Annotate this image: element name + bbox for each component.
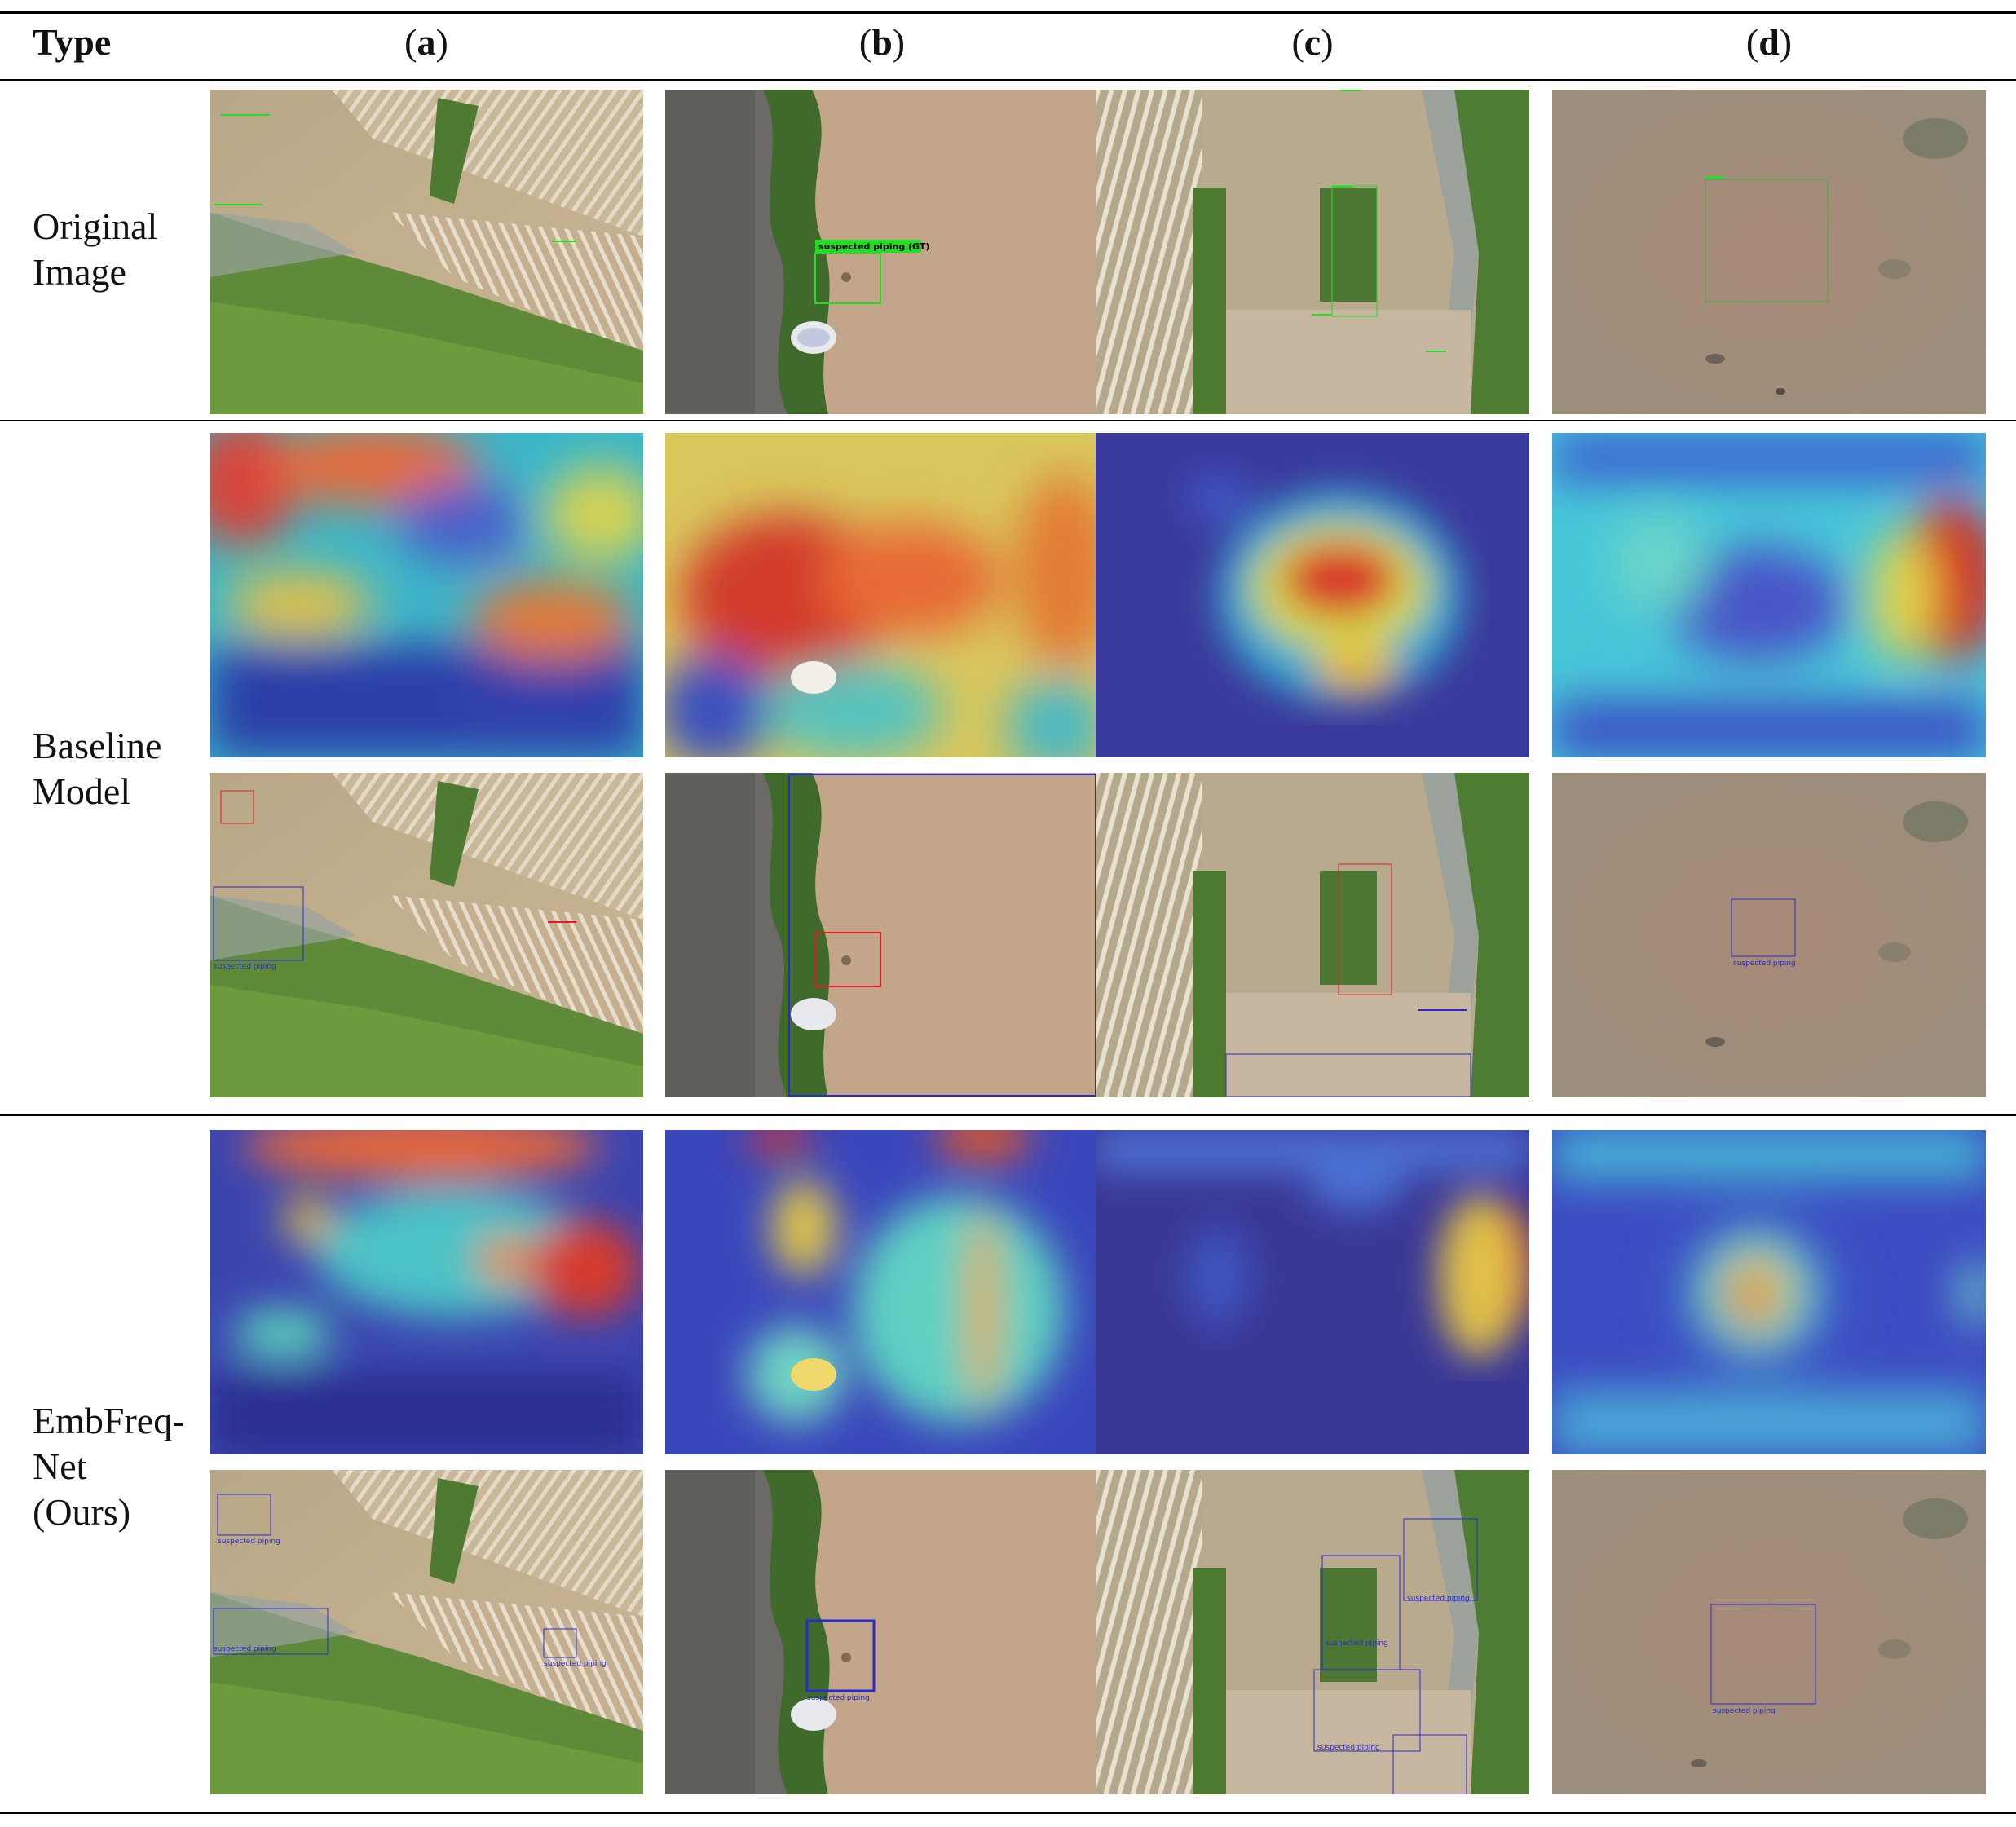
svg-text:suspected piping: suspected piping xyxy=(1733,960,1796,968)
ours-heatmap-d xyxy=(1552,1130,1986,1454)
header-col-d: (d) xyxy=(1745,21,1793,63)
baseline-heatmap-b xyxy=(665,433,1099,757)
table-bottom-rule xyxy=(0,1812,2016,1814)
ours-detection-c: suspected piping suspected piping suspec… xyxy=(1096,1470,1529,1794)
svg-text:suspected piping: suspected piping xyxy=(1407,1595,1470,1603)
original-image-b: suspected piping (GT) xyxy=(665,90,1099,414)
svg-text:suspected piping: suspected piping xyxy=(218,1538,280,1546)
row-separator-1 xyxy=(0,420,2016,421)
header-rule xyxy=(0,79,2016,81)
svg-text:suspected piping: suspected piping xyxy=(214,963,276,971)
header-type: Type xyxy=(33,21,112,63)
svg-text:suspected piping: suspected piping xyxy=(807,1694,870,1702)
row-separator-2 xyxy=(0,1114,2016,1116)
original-image-a xyxy=(210,90,643,414)
ours-detection-d: suspected piping xyxy=(1552,1470,1986,1794)
baseline-detection-c xyxy=(1096,773,1529,1097)
ours-heatmap-b xyxy=(665,1130,1099,1454)
header-col-b: (b) xyxy=(858,21,906,63)
row-label-original: Original Image xyxy=(33,205,158,293)
baseline-heatmap-a xyxy=(210,433,643,757)
svg-text:suspected piping: suspected piping xyxy=(544,1660,607,1668)
original-image-d xyxy=(1552,90,1986,414)
original-image-c xyxy=(1096,90,1529,414)
ours-heatmap-c xyxy=(1096,1130,1529,1454)
ours-detection-b: suspected piping xyxy=(665,1470,1099,1794)
svg-text:suspected piping: suspected piping xyxy=(1317,1744,1380,1752)
svg-text:suspected piping: suspected piping xyxy=(1326,1639,1388,1648)
baseline-detection-b xyxy=(665,773,1099,1097)
baseline-heatmap-d xyxy=(1552,433,1986,757)
header-col-a: (a) xyxy=(404,21,448,63)
baseline-detection-d: suspected piping xyxy=(1552,773,1986,1097)
svg-text:suspected piping: suspected piping xyxy=(1713,1707,1776,1715)
svg-text:suspected piping: suspected piping xyxy=(214,1645,276,1653)
ours-heatmap-a xyxy=(210,1130,643,1454)
baseline-heatmap-c xyxy=(1096,433,1529,757)
svg-text:suspected piping (GT): suspected piping (GT) xyxy=(818,241,929,252)
baseline-detection-a: suspected piping xyxy=(210,773,643,1097)
table-top-rule xyxy=(0,11,2016,14)
ours-detection-a: suspected piping suspected piping suspec… xyxy=(210,1470,643,1794)
row-label-baseline: Baseline Model xyxy=(33,725,162,812)
header-col-c: (c) xyxy=(1291,21,1334,63)
row-label-ours: EmbFreq- Net (Ours) xyxy=(33,1400,185,1533)
